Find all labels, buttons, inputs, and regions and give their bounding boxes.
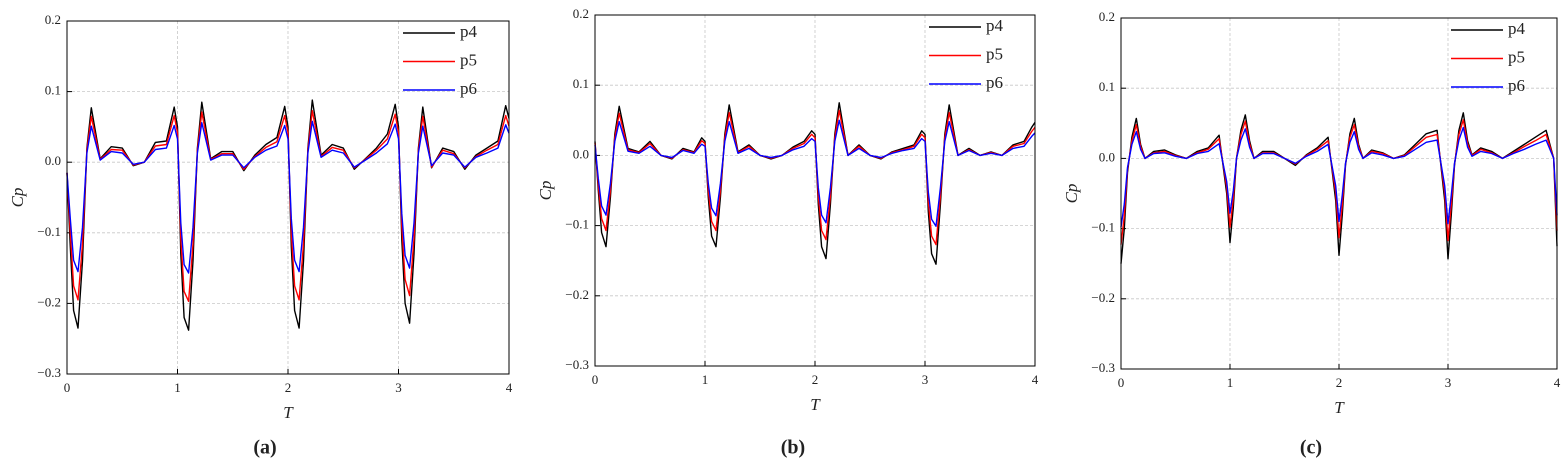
- x-tick-label: 2: [285, 380, 292, 395]
- legend-label: p4: [460, 22, 478, 41]
- caption: (a): [253, 437, 276, 459]
- data-line: [594, 119, 1036, 228]
- plot-frame: [594, 14, 1036, 367]
- y-tick-label: 0.0: [573, 146, 589, 161]
- caption: (b): [781, 437, 805, 459]
- data-line: [66, 120, 510, 274]
- y-tick-label: 0.1: [573, 76, 589, 91]
- legend-label: p5: [986, 44, 1003, 63]
- x-tick-label: 0: [64, 380, 71, 395]
- x-axis-label: T: [283, 403, 294, 422]
- legend-label: p4: [1508, 19, 1526, 38]
- y-axis-label: Cp: [1062, 184, 1081, 204]
- legend-label: p5: [1508, 47, 1525, 66]
- x-tick-label: 2: [812, 372, 819, 387]
- plot-frame: [66, 20, 510, 375]
- y-tick-label: 0.1: [45, 83, 61, 98]
- plot-frame: [1120, 17, 1558, 370]
- chart-panel: 0 1 2 3 4 −0.3 −0.2 −0.1 0.0 0.1 0.2 T Cp (b) p4 p5 p6: [536, 6, 1039, 459]
- x-tick-label: 4: [1554, 375, 1561, 390]
- x-tick-label: 3: [1445, 375, 1452, 390]
- legend-label: p6: [1508, 76, 1525, 95]
- x-tick-label: 4: [1032, 372, 1039, 387]
- y-tick-label: −0.1: [565, 217, 589, 232]
- x-tick-label: 0: [592, 372, 599, 387]
- y-tick-label: 0.2: [573, 6, 589, 21]
- data-line: [1120, 126, 1558, 228]
- x-axis-label: T: [1334, 398, 1345, 417]
- y-tick-label: −0.2: [37, 294, 61, 309]
- legend-label: p6: [986, 73, 1003, 92]
- y-tick-label: −0.3: [565, 357, 589, 372]
- y-tick-label: −0.2: [565, 287, 589, 302]
- chart-panel: 0 1 2 3 4 −0.3 −0.2 −0.1 0.0 0.1 0.2 T Cp (a) p4 p5 p6: [8, 12, 513, 459]
- x-tick-label: 4: [506, 380, 513, 395]
- y-tick-label: −0.2: [1091, 290, 1115, 305]
- caption: (c): [1300, 437, 1322, 459]
- y-tick-label: −0.3: [1091, 360, 1115, 375]
- x-tick-label: 1: [174, 380, 181, 395]
- x-tick-label: 1: [702, 372, 709, 387]
- y-tick-label: 0.1: [1099, 79, 1115, 94]
- x-tick-label: 1: [1227, 375, 1234, 390]
- y-tick-label: −0.1: [37, 224, 61, 239]
- y-tick-label: 0.0: [45, 153, 61, 168]
- x-tick-label: 3: [395, 380, 402, 395]
- y-tick-label: −0.1: [1091, 220, 1115, 235]
- x-axis-label: T: [810, 395, 821, 414]
- legend-label: p6: [460, 79, 477, 98]
- x-tick-label: 0: [1118, 375, 1125, 390]
- y-axis-label: Cp: [8, 188, 27, 208]
- y-axis-label: Cp: [536, 181, 555, 201]
- legend-label: p4: [986, 16, 1004, 35]
- y-tick-label: 0.2: [45, 12, 61, 27]
- y-tick-label: 0.2: [1099, 9, 1115, 24]
- legend-label: p5: [460, 50, 477, 69]
- chart-panel: 0 1 2 3 4 −0.3 −0.2 −0.1 0.0 0.1 0.2 T Cp (c) p4 p5 p6: [1062, 9, 1561, 459]
- y-tick-label: −0.3: [37, 365, 61, 380]
- x-tick-label: 2: [1336, 375, 1343, 390]
- x-tick-label: 3: [922, 372, 929, 387]
- y-tick-label: 0.0: [1099, 149, 1115, 164]
